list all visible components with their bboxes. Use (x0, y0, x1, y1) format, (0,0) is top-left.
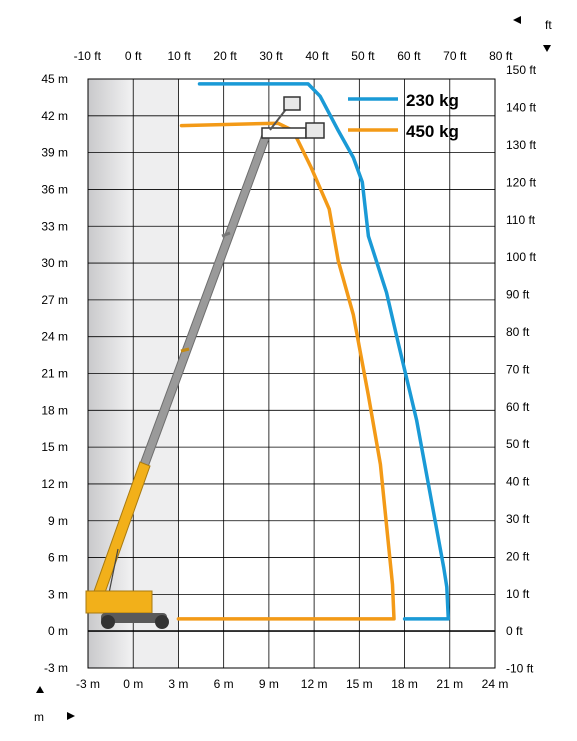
x-tick-label-ft: 40 ft (305, 49, 329, 63)
y-tick-label-m: 3 m (48, 587, 68, 601)
x-tick-label-m: 21 m (436, 677, 463, 691)
y-tick-label-m: 36 m (41, 182, 68, 196)
y-tick-label-m: 21 m (41, 367, 68, 381)
y-tick-label-m: 18 m (41, 403, 68, 417)
unit-toggle-ft[interactable]: ft (513, 16, 552, 52)
x-axis-imperial: -10 ft 0 ft 10 ft 20 ft 30 ft 40 ft 50 ft 60 ft… (74, 49, 514, 63)
wheel-rear-icon (155, 615, 169, 629)
jib-basket-icon (283, 96, 301, 111)
x-tick-label-ft: 30 ft (259, 49, 283, 63)
x-tick-label-m: 24 m (482, 677, 509, 691)
y-axis-metric: 45 m 42 m 39 m 36 m 33 m 30 m 27 m 24 m 21 m 18 m… (41, 72, 68, 675)
x-tick-label-ft: 70 ft (443, 49, 467, 63)
chassis-shadow-icon (101, 613, 167, 623)
y-tick-label-m: 45 m (41, 72, 68, 86)
y-tick-label-ft: 50 ft (506, 437, 530, 451)
x-tick-label-m: 0 m (123, 677, 143, 691)
y-tick-label-ft: 120 ft (506, 175, 537, 189)
x-tick-label-ft: -10 ft (74, 49, 102, 63)
arrow-up-icon[interactable] (36, 686, 44, 693)
y-tick-label-ft: 70 ft (506, 362, 530, 376)
x-tick-label-ft: 50 ft (351, 49, 375, 63)
y-tick-label-m: 27 m (41, 293, 68, 307)
y-tick-label-ft: 80 ft (506, 325, 530, 339)
arrow-left-icon[interactable] (513, 16, 521, 24)
y-tick-label-m: 15 m (41, 440, 68, 454)
x-tick-label-m: 9 m (259, 677, 279, 691)
y-tick-label-ft: 90 ft (506, 288, 530, 302)
platform-icon (261, 127, 307, 139)
unit-toggle-m[interactable]: m (34, 686, 75, 724)
x-tick-label-ft: 60 ft (397, 49, 421, 63)
boom-cable-icon (107, 548, 119, 599)
boom-joint-icon (180, 347, 190, 353)
y-tick-label-ft: 140 ft (506, 101, 537, 115)
y-tick-label-m: 42 m (41, 109, 68, 123)
x-tick-label-ft: 80 ft (489, 49, 513, 63)
y-tick-label-ft: -10 ft (506, 662, 534, 676)
y-tick-label-m: -3 m (44, 661, 68, 675)
y-tick-label-m: 30 m (41, 256, 68, 270)
y-tick-label-m: 39 m (41, 146, 68, 160)
y-tick-label-ft: 110 ft (506, 213, 536, 227)
legend-label-230: 230 kg (406, 91, 459, 110)
x-tick-label-m: 15 m (346, 677, 373, 691)
y-tick-label-ft: 150 ft (506, 63, 537, 77)
y-axis-imperial: 150 ft 140 ft 130 ft 120 ft 110 ft 100 ft 90 f… (506, 63, 537, 675)
chassis-icon (85, 590, 153, 614)
plot-frame (87, 78, 496, 669)
x-tick-label-ft: 10 ft (167, 49, 191, 63)
x-tick-label-m: -3 m (76, 677, 100, 691)
arrow-right-icon[interactable] (67, 712, 75, 720)
x-tick-label-m: 3 m (168, 677, 188, 691)
unit-label-m: m (34, 710, 44, 724)
y-tick-label-ft: 40 ft (506, 475, 530, 489)
legend: 230 kg 450 kg (348, 91, 459, 141)
x-tick-label-ft: 20 ft (213, 49, 237, 63)
y-tick-label-ft: 20 ft (506, 549, 530, 563)
x-tick-label-m: 12 m (301, 677, 328, 691)
y-tick-label-m: 33 m (41, 219, 68, 233)
y-tick-label-ft: 30 ft (506, 512, 530, 526)
boom-joint2-icon (221, 231, 231, 238)
unit-label-ft: ft (545, 18, 552, 32)
series-line-230-kg (197, 82, 451, 621)
y-tick-label-m: 24 m (41, 330, 68, 344)
x-tick-label-ft: 0 ft (125, 49, 142, 63)
y-tick-label-ft: 0 ft (506, 624, 523, 638)
y-tick-label-m: 6 m (48, 551, 68, 565)
y-tick-label-m: 12 m (41, 477, 68, 491)
crane-illustration (85, 96, 325, 629)
arrow-down-icon[interactable] (543, 45, 551, 52)
y-tick-label-ft: 10 ft (506, 587, 530, 601)
x-axis-metric: -3 m 0 m 3 m 6 m 9 m 12 m 15 m 18 m 21 m 24 m (76, 677, 508, 691)
y-tick-label-ft: 100 ft (506, 250, 537, 264)
platform-basket-icon (305, 122, 325, 139)
y-tick-label-ft: 130 ft (506, 138, 537, 152)
x-tick-label-m: 6 m (214, 677, 234, 691)
y-tick-label-m: 9 m (48, 514, 68, 528)
y-tick-label-m: 0 m (48, 624, 68, 638)
y-tick-label-ft: 60 ft (506, 400, 530, 414)
legend-label-450: 450 kg (406, 122, 459, 141)
x-tick-label-m: 18 m (391, 677, 418, 691)
wheel-front-icon (101, 615, 115, 629)
